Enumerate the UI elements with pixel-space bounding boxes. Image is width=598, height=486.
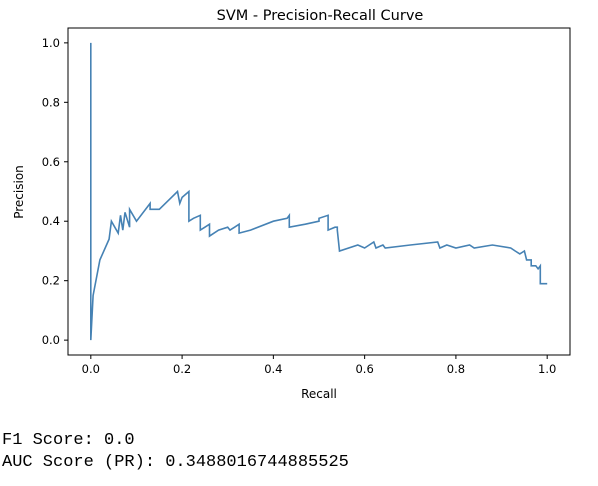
x-tick-label: 0.6 [355,362,373,376]
x-tick-label: 0.0 [82,362,100,376]
y-axis-label: Precision [12,165,26,219]
y-tick-label: 0.2 [42,274,60,288]
x-tick-label: 1.0 [538,362,556,376]
chart-title: SVM - Precision-Recall Curve [217,8,424,24]
y-tick-label: 0.8 [42,95,60,109]
series-group [90,42,548,341]
precision-recall-line [90,42,548,341]
plot-area [67,27,571,356]
auc-score-line: AUC Score (PR): 0.3488016744885525 [2,453,349,472]
y-axis-ticks: 0.0 0.2 0.4 0.6 0.8 1.0 [42,36,68,347]
y-tick-label: 0.0 [42,333,60,347]
y-tick-label: 0.4 [42,214,60,228]
y-tick-label: 1.0 [42,36,60,50]
x-axis-ticks: 0.0 0.2 0.4 0.6 0.8 1.0 [82,355,556,376]
x-axis-label: Recall [301,387,337,401]
x-tick-label: 0.8 [447,362,465,376]
output-text: F1 Score: 0.0 AUC Score (PR): 0.348801674… [2,430,349,474]
f1-score-line: F1 Score: 0.0 [2,431,135,450]
y-tick-label: 0.6 [42,155,60,169]
x-tick-label: 0.2 [173,362,191,376]
x-tick-label: 0.4 [264,362,282,376]
precision-recall-chart: SVM - Precision-Recall Curve 0.0 0.2 0.4 0.… [12,8,571,401]
